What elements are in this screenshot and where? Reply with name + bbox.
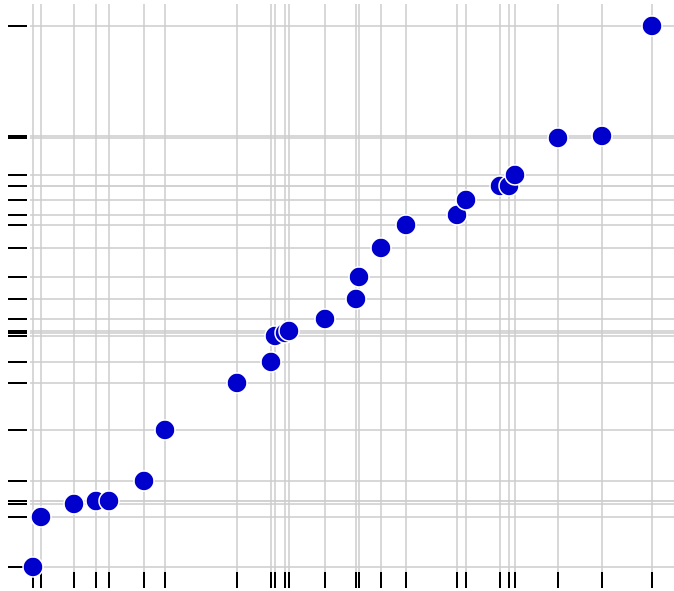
data-point-6 <box>154 419 176 441</box>
data-point-1 <box>30 506 52 528</box>
data-point-7 <box>226 372 248 394</box>
data-point-21 <box>504 164 526 186</box>
axis-ticks <box>8 25 653 588</box>
data-point-15 <box>370 237 392 259</box>
data-point-0 <box>22 556 44 578</box>
data-point-13 <box>345 288 367 310</box>
data-point-8 <box>260 351 282 373</box>
data-point-2 <box>63 493 85 515</box>
data-point-4 <box>98 490 120 512</box>
data-point-5 <box>133 470 155 492</box>
data-point-24 <box>641 15 663 37</box>
data-point-22 <box>547 127 569 149</box>
data-points <box>22 15 663 578</box>
data-point-16 <box>395 214 417 236</box>
data-point-12 <box>314 308 336 330</box>
data-point-14 <box>348 266 370 288</box>
data-point-11 <box>278 320 300 342</box>
data-point-23 <box>591 125 613 147</box>
data-point-18 <box>455 189 477 211</box>
grid-lines <box>30 4 674 572</box>
